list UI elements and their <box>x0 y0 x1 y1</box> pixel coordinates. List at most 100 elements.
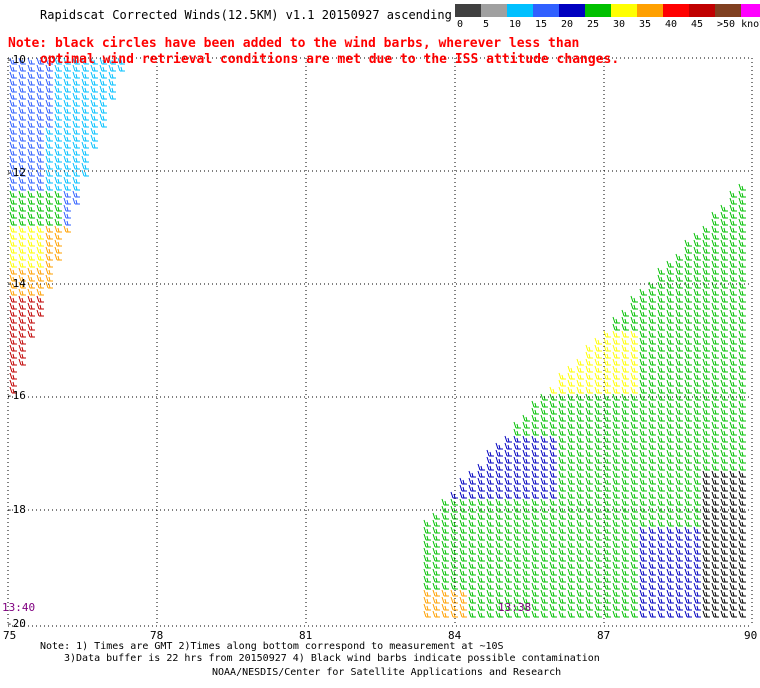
wind-barb <box>684 540 692 548</box>
wind-barb <box>648 603 656 611</box>
wind-barb <box>54 232 62 240</box>
wind-barb <box>495 505 503 513</box>
wind-barb <box>639 568 647 576</box>
wind-barb <box>81 57 89 65</box>
wind-barb <box>27 274 35 282</box>
wind-barb <box>18 127 26 135</box>
wind-barb <box>738 463 746 471</box>
wind-barb <box>36 239 44 247</box>
wind-barb <box>567 414 575 422</box>
wind-barb <box>729 470 737 478</box>
wind-barb <box>657 274 665 282</box>
wind-barb <box>729 372 737 380</box>
wind-barb <box>630 372 638 380</box>
wind-barb <box>81 78 89 86</box>
wind-barb <box>729 365 737 373</box>
wind-barb <box>675 533 683 541</box>
wind-barb <box>549 435 557 443</box>
wind-barb <box>675 463 683 471</box>
wind-barb <box>693 232 701 240</box>
wind-barb <box>54 176 62 184</box>
wind-barb <box>54 218 62 226</box>
wind-barb <box>585 512 593 520</box>
wind-barb <box>711 372 719 380</box>
wind-barb <box>18 267 26 275</box>
wind-barb <box>621 442 629 450</box>
wind-barb <box>648 295 656 303</box>
wind-barb <box>612 540 620 548</box>
wind-barb <box>729 498 737 506</box>
wind-barb <box>720 428 728 436</box>
wind-barb <box>486 463 494 471</box>
wind-barb <box>558 498 566 506</box>
wind-barb <box>630 428 638 436</box>
wind-barb <box>18 190 26 198</box>
wind-barb <box>711 477 719 485</box>
wind-barb <box>549 575 557 583</box>
wind-barb <box>720 358 728 366</box>
wind-barb <box>702 554 710 562</box>
wind-barb <box>477 463 485 471</box>
wind-barb <box>495 449 503 457</box>
wind-barb <box>729 519 737 527</box>
wind-barb <box>522 505 530 513</box>
wind-barb <box>522 596 530 604</box>
wind-barb <box>522 456 530 464</box>
wind-barb <box>504 477 512 485</box>
wind-barb <box>603 428 611 436</box>
wind-barb <box>630 540 638 548</box>
wind-barb <box>612 414 620 422</box>
wind-barb <box>468 498 476 506</box>
wind-barb <box>522 533 530 541</box>
wind-barb <box>585 610 593 618</box>
wind-barb <box>567 512 575 520</box>
wind-barb <box>738 218 746 226</box>
wind-barb <box>459 512 467 520</box>
wind-barb <box>621 533 629 541</box>
wind-barb <box>702 540 710 548</box>
wind-barb <box>648 288 656 296</box>
wind-barb <box>36 148 44 156</box>
wind-barb <box>432 610 440 618</box>
wind-barb <box>630 309 638 317</box>
wind-barb <box>684 561 692 569</box>
wind-barb <box>693 505 701 513</box>
wind-barb <box>513 603 521 611</box>
wind-barb <box>99 64 107 72</box>
wind-barb <box>441 498 449 506</box>
wind-barb <box>621 365 629 373</box>
wind-barb <box>36 260 44 268</box>
wind-barb <box>693 295 701 303</box>
wind-barb <box>45 148 53 156</box>
wind-barb <box>549 526 557 534</box>
wind-barb <box>423 547 431 555</box>
wind-barb <box>513 519 521 527</box>
wind-barb <box>45 99 53 107</box>
legend-tick: 10 <box>509 19 522 30</box>
wind-barb <box>423 568 431 576</box>
wind-barb <box>666 281 674 289</box>
wind-barb <box>72 85 80 93</box>
wind-barb <box>612 351 620 359</box>
wind-barb <box>648 449 656 457</box>
wind-barb <box>648 498 656 506</box>
wind-barb <box>531 456 539 464</box>
wind-barb <box>558 484 566 492</box>
wind-barb <box>738 407 746 415</box>
wind-barb <box>702 484 710 492</box>
wind-barb <box>504 582 512 590</box>
wind-barb <box>54 162 62 170</box>
wind-barb <box>612 456 620 464</box>
wind-barb <box>36 85 44 93</box>
wind-barb <box>684 484 692 492</box>
wind-barb <box>693 400 701 408</box>
wind-barb <box>738 365 746 373</box>
wind-barb <box>630 323 638 331</box>
wind-barb <box>612 533 620 541</box>
wind-barb <box>702 330 710 338</box>
wind-barb <box>18 113 26 121</box>
wind-barb <box>702 610 710 618</box>
wind-barb <box>702 582 710 590</box>
wind-barb <box>639 540 647 548</box>
wind-barb <box>27 323 35 331</box>
